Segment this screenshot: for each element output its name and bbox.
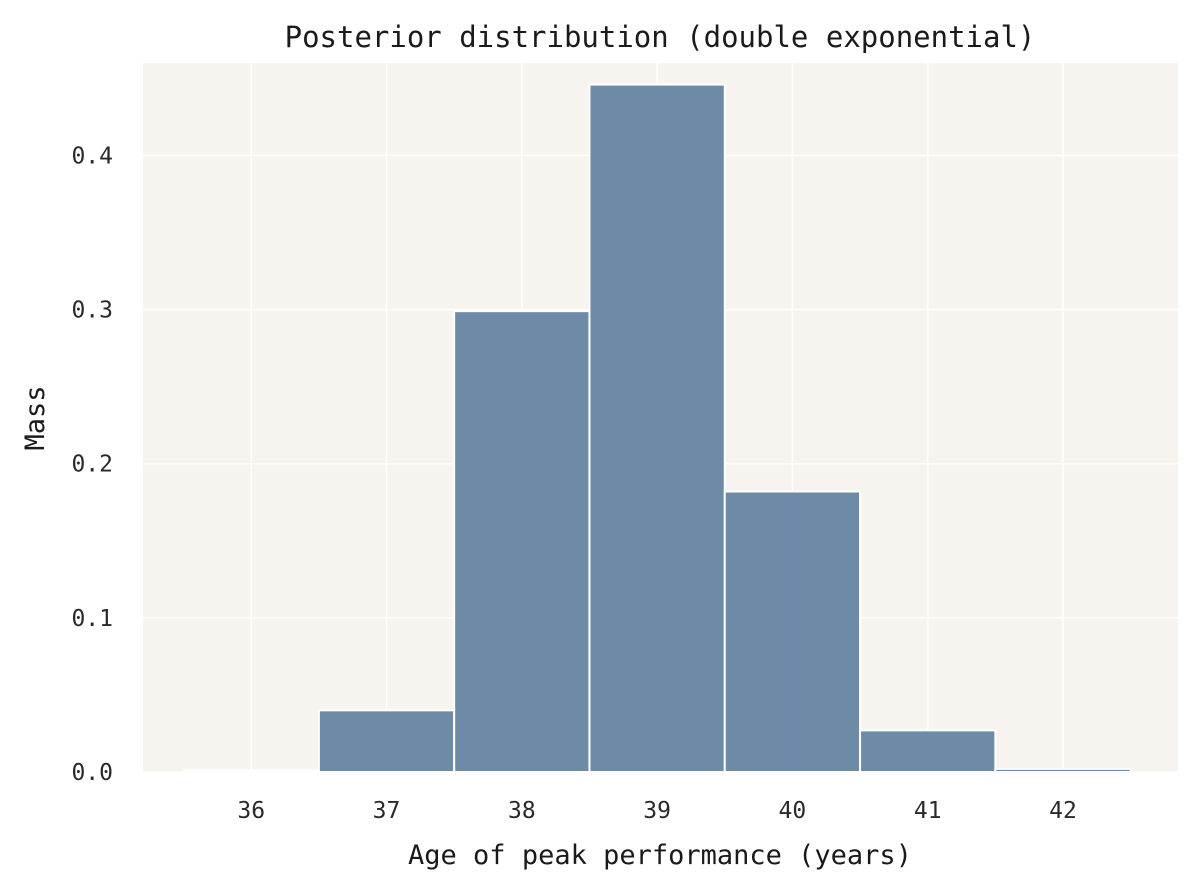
- y-tick-label: 0.4: [71, 143, 113, 169]
- x-tick-label: 37: [373, 798, 401, 824]
- x-tick-label: 42: [1049, 798, 1077, 824]
- y-tick-label: 0.0: [71, 760, 113, 786]
- x-tick-labels: 36 37 38 39 40 41 42: [237, 798, 1076, 824]
- histogram-bar: [317, 709, 456, 774]
- x-axis-label: Age of peak performance (years): [408, 840, 912, 871]
- histogram-bar: [859, 729, 997, 773]
- x-tick-label: 40: [779, 798, 807, 824]
- y-axis-label: Mass: [20, 385, 51, 450]
- histogram-bar: [588, 83, 726, 774]
- y-tick-label: 0.3: [71, 298, 113, 324]
- y-tick-labels: 0.0 0.1 0.2 0.3 0.4: [71, 143, 113, 786]
- y-tick-label: 0.2: [71, 452, 113, 478]
- y-tick-label: 0.1: [71, 606, 113, 632]
- histogram-bar: [453, 310, 591, 773]
- x-tick-label: 39: [643, 798, 671, 824]
- x-tick-label: 41: [914, 798, 942, 824]
- histogram-bar: [723, 490, 862, 773]
- histogram-bar: [994, 767, 1132, 774]
- histogram-bar: [182, 769, 320, 773]
- x-tick-label: 36: [237, 798, 265, 824]
- histogram-bars: [182, 83, 1132, 774]
- chart-title: Posterior distribution (double exponenti…: [285, 20, 1036, 54]
- x-tick-label: 38: [508, 798, 536, 824]
